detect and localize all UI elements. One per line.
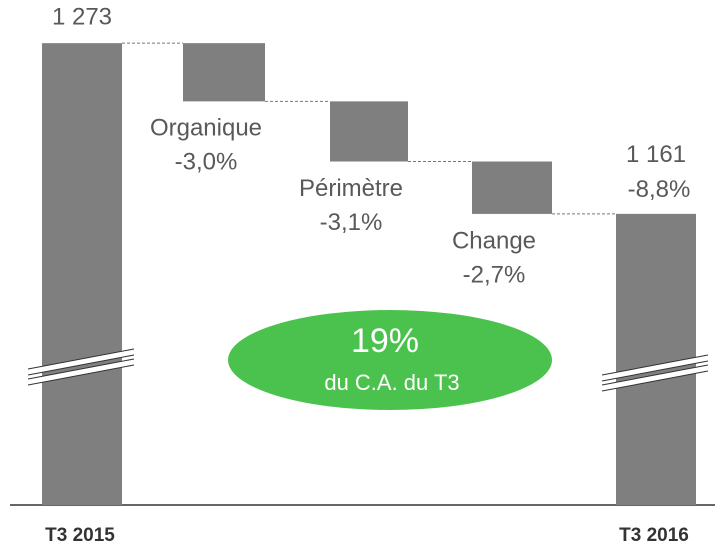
axis-break (27, 349, 135, 375)
step-label: Change (452, 227, 536, 254)
x-tick-label: T3 2016 (619, 525, 689, 546)
total-bar (42, 43, 122, 506)
step-label: Périmètre (299, 175, 403, 202)
axis-break-edge (601, 370, 709, 392)
axis-break-edge (27, 348, 135, 370)
step-label: Organique (150, 115, 262, 142)
change-label: -3,1% (320, 209, 383, 236)
axis-break-edge (601, 354, 709, 376)
x-tick-label: T3 2015 (45, 525, 115, 546)
change-label: -3,0% (175, 149, 238, 176)
change-label: -8,8% (628, 176, 691, 203)
highlight-value: 19% (351, 322, 419, 360)
step-bar (472, 161, 552, 214)
axis-break-edge (27, 358, 135, 380)
highlight-ellipse (228, 310, 552, 410)
highlight-text: du C.A. du T3 (324, 370, 459, 395)
step-bar (330, 101, 408, 162)
axis-break-edge (27, 354, 135, 376)
axis-break (601, 355, 709, 381)
axis-break (27, 359, 135, 385)
value-label: 1 161 (626, 141, 686, 168)
change-label: -2,7% (463, 261, 526, 288)
value-label: 1 273 (52, 3, 112, 30)
axis-break (601, 365, 709, 391)
axis-break-edge (27, 364, 135, 386)
step-bar (183, 43, 265, 102)
axis-break-edge (601, 360, 709, 382)
axis-break-edge (601, 364, 709, 386)
